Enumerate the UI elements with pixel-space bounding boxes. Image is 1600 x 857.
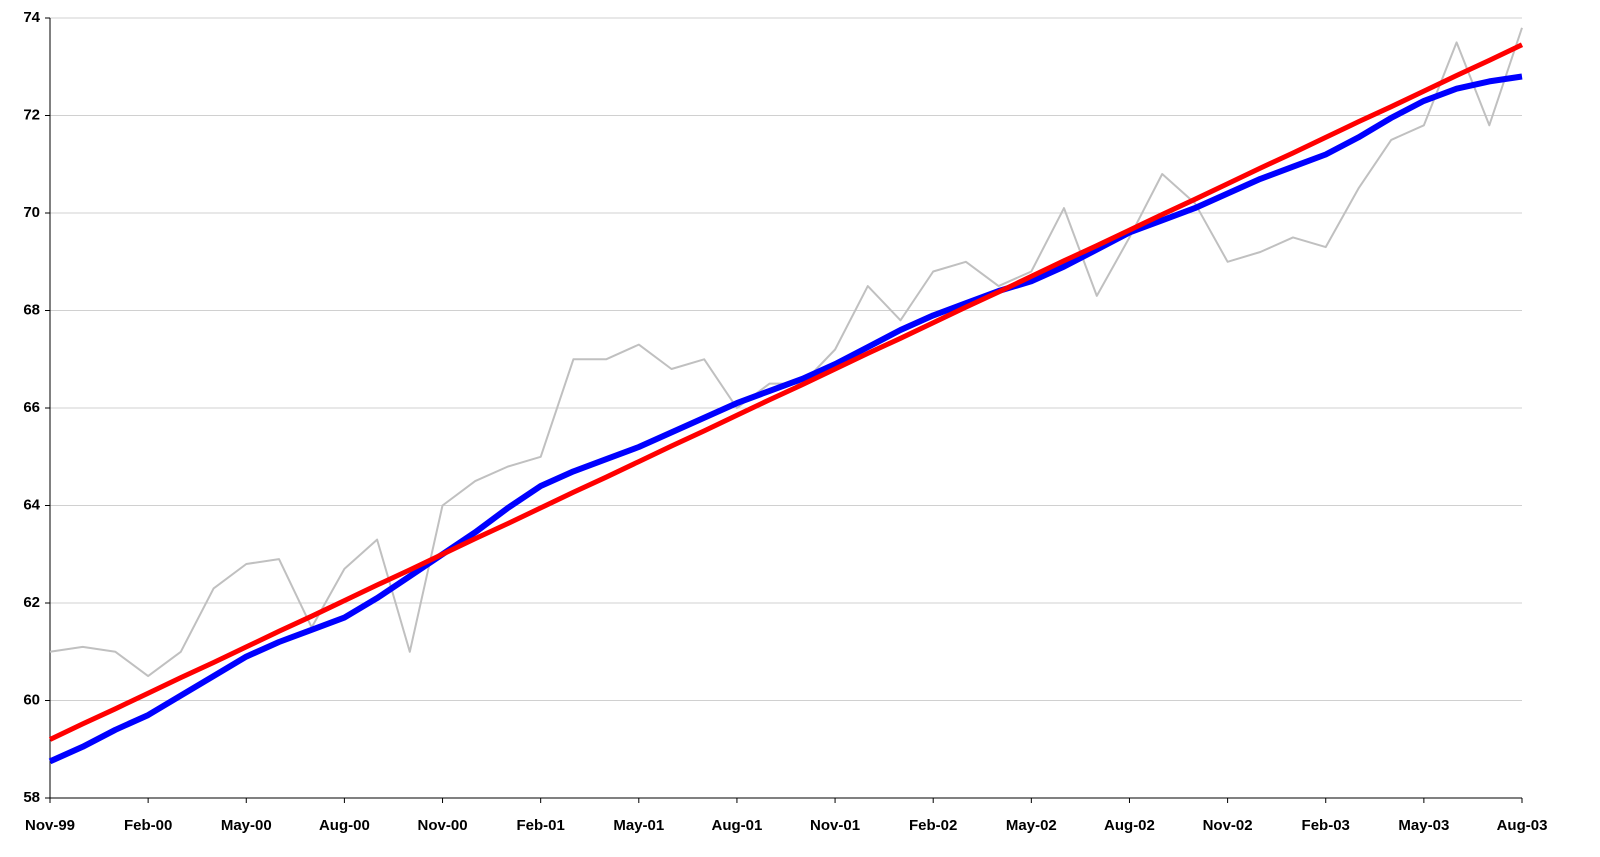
x-tick-label: Aug-01 [712,817,763,834]
x-tick-label: Feb-03 [1302,817,1350,834]
y-tick-label: 66 [23,399,40,416]
x-tick-label: Feb-00 [124,817,172,834]
x-tick-label: Nov-99 [25,817,75,834]
x-tick-label: May-03 [1398,817,1449,834]
x-tick-label: Nov-00 [418,817,468,834]
y-tick-label: 70 [23,204,40,221]
y-tick-label: 74 [23,9,40,26]
x-tick-label: May-00 [221,817,272,834]
y-tick-label: 62 [23,594,40,611]
x-tick-label: Aug-00 [319,817,370,834]
series-line [49,27,1523,678]
x-tick-label: May-01 [613,817,664,834]
x-tick-label: Nov-01 [810,817,860,834]
x-tick-label: Feb-01 [516,817,564,834]
x-tick-label: Aug-03 [1497,817,1548,834]
y-tick-label: 72 [23,106,40,123]
series-line [48,73,1523,765]
y-tick-label: 60 [23,691,40,708]
y-tick-label: 68 [23,301,40,318]
x-tick-label: Aug-02 [1104,817,1155,834]
x-tick-label: Feb-02 [909,817,957,834]
y-tick-label: 64 [23,496,40,513]
y-tick-label: 58 [23,789,40,806]
x-tick-label: Nov-02 [1203,817,1253,834]
x-tick-label: May-02 [1006,817,1057,834]
series-line [48,42,1524,742]
